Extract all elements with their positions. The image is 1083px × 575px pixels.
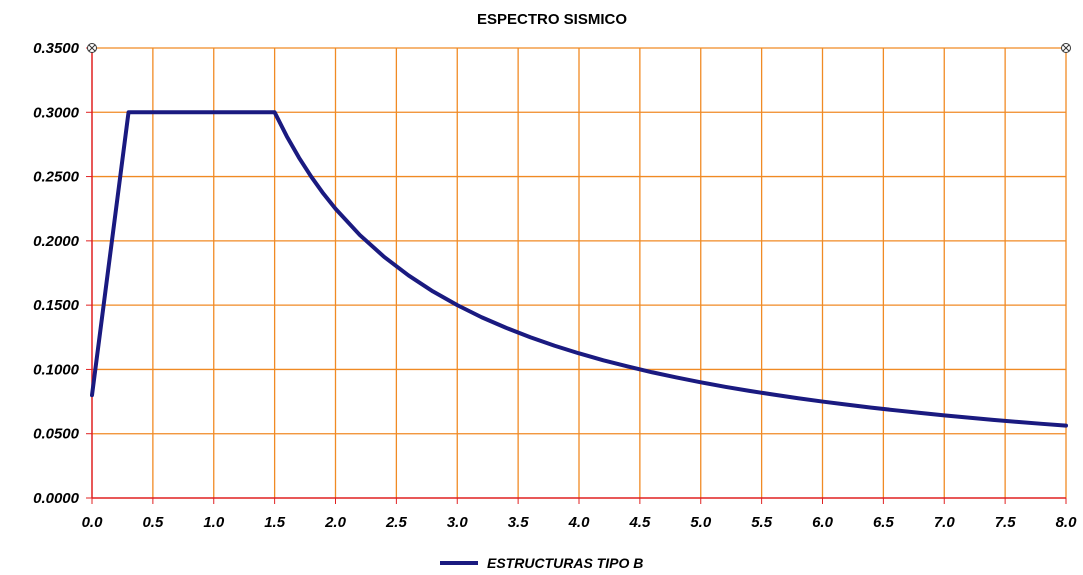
y-tick-label: 0.1500 xyxy=(33,297,80,314)
corner-marker-icon xyxy=(88,44,97,53)
y-tick-label: 0.0500 xyxy=(33,426,80,443)
x-tick-label: 5.0 xyxy=(690,514,712,531)
x-tick-label: 0.0 xyxy=(82,514,104,531)
x-tick-label: 1.0 xyxy=(203,514,225,531)
x-tick-label: 8.0 xyxy=(1056,514,1078,531)
x-tick-label: 7.0 xyxy=(934,514,956,531)
x-tick-label: 0.5 xyxy=(142,514,164,531)
y-tick-label: 0.2000 xyxy=(33,233,80,250)
legend: ESTRUCTURAS TIPO B xyxy=(440,555,643,571)
y-tick-label: 0.3000 xyxy=(33,104,80,121)
y-tick-label: 0.1000 xyxy=(33,361,80,378)
y-tick-label: 0.2500 xyxy=(33,169,80,186)
legend-label: ESTRUCTURAS TIPO B xyxy=(487,555,643,571)
x-tick-label: 7.5 xyxy=(995,514,1017,531)
grid-lines xyxy=(92,48,1066,498)
x-tick-label: 6.5 xyxy=(873,514,895,531)
x-tick-label: 2.5 xyxy=(385,514,408,531)
y-tick-label: 0.3500 xyxy=(33,40,80,57)
y-tick-label: 0.0000 xyxy=(33,490,80,507)
x-tick-label: 4.5 xyxy=(628,514,651,531)
x-tick-label: 2.0 xyxy=(324,514,347,531)
x-tick-label: 3.5 xyxy=(508,514,530,531)
x-tick-label: 5.5 xyxy=(751,514,773,531)
y-axis-ticks: 0.0000 0.0500 0.1000 0.1500 0.2000 0.2500 0.30… xyxy=(33,40,92,507)
x-tick-label: 3.0 xyxy=(447,514,469,531)
x-tick-label: 6.0 xyxy=(812,514,834,531)
corner-marker-icon xyxy=(1062,44,1071,53)
chart-title: ESPECTRO SISMICO xyxy=(477,11,627,28)
x-tick-label: 1.5 xyxy=(264,514,286,531)
x-axis-ticks: 0.0 0.5 1.0 1.5 2.0 2.5 3.0 3.5 4.0 4.5 5.0 5.5 6.0 6… xyxy=(82,498,1078,531)
x-tick-label: 4.0 xyxy=(568,514,591,531)
